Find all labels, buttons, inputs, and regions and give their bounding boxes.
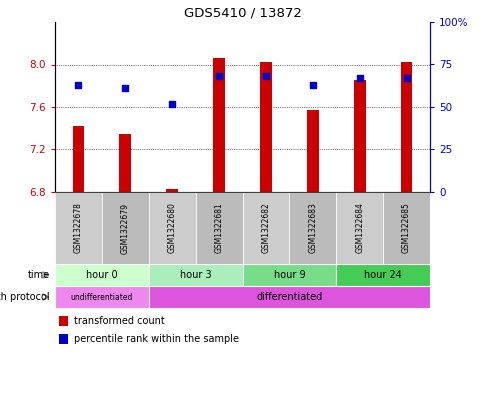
Text: GSM1322685: GSM1322685 (401, 202, 410, 253)
Point (261, 73, 269, 79)
Bar (55, 286, 149, 308)
Text: time: time (28, 270, 50, 280)
Bar (306, 110, 318, 192)
Text: hour 3: hour 3 (180, 270, 211, 280)
Text: GSM1322680: GSM1322680 (167, 202, 176, 253)
Bar (242, 192, 289, 264)
Text: hour 0: hour 0 (86, 270, 118, 280)
Bar (259, 62, 271, 192)
Text: transformed count: transformed count (74, 316, 164, 326)
Bar (73, 126, 84, 192)
Text: percentile rank within the sample: percentile rank within the sample (74, 334, 238, 344)
Bar (195, 192, 242, 264)
Title: GDS5410 / 13872: GDS5410 / 13872 (183, 6, 301, 19)
Point (355, 75, 363, 81)
Bar (59, 334, 68, 344)
Point (308, 82, 316, 88)
Point (168, 101, 176, 107)
Bar (242, 264, 335, 286)
Point (75, 82, 82, 88)
Bar (55, 192, 102, 264)
Text: growth protocol: growth protocol (0, 292, 50, 302)
Text: hour 24: hour 24 (363, 270, 401, 280)
Text: undifferentiated: undifferentiated (71, 292, 133, 301)
Bar (382, 192, 429, 264)
Point (121, 85, 129, 92)
Text: GSM1322682: GSM1322682 (261, 203, 270, 253)
Point (215, 73, 223, 79)
Text: GSM1322683: GSM1322683 (308, 202, 317, 253)
Bar (149, 192, 195, 264)
Bar (335, 192, 382, 264)
Text: hour 9: hour 9 (273, 270, 304, 280)
Bar (353, 81, 365, 192)
Bar (213, 58, 225, 192)
Bar (149, 286, 429, 308)
Bar (400, 62, 411, 192)
Text: differentiated: differentiated (256, 292, 322, 302)
Bar (119, 134, 131, 192)
Bar (55, 264, 149, 286)
Bar (289, 192, 335, 264)
Bar (59, 316, 68, 326)
Text: GSM1322681: GSM1322681 (214, 203, 223, 253)
Text: GSM1322679: GSM1322679 (121, 202, 130, 253)
Bar (149, 264, 242, 286)
Point (402, 75, 409, 81)
Bar (102, 192, 149, 264)
Bar (335, 264, 429, 286)
Text: GSM1322684: GSM1322684 (354, 202, 363, 253)
Bar (166, 189, 178, 192)
Text: GSM1322678: GSM1322678 (74, 202, 83, 253)
